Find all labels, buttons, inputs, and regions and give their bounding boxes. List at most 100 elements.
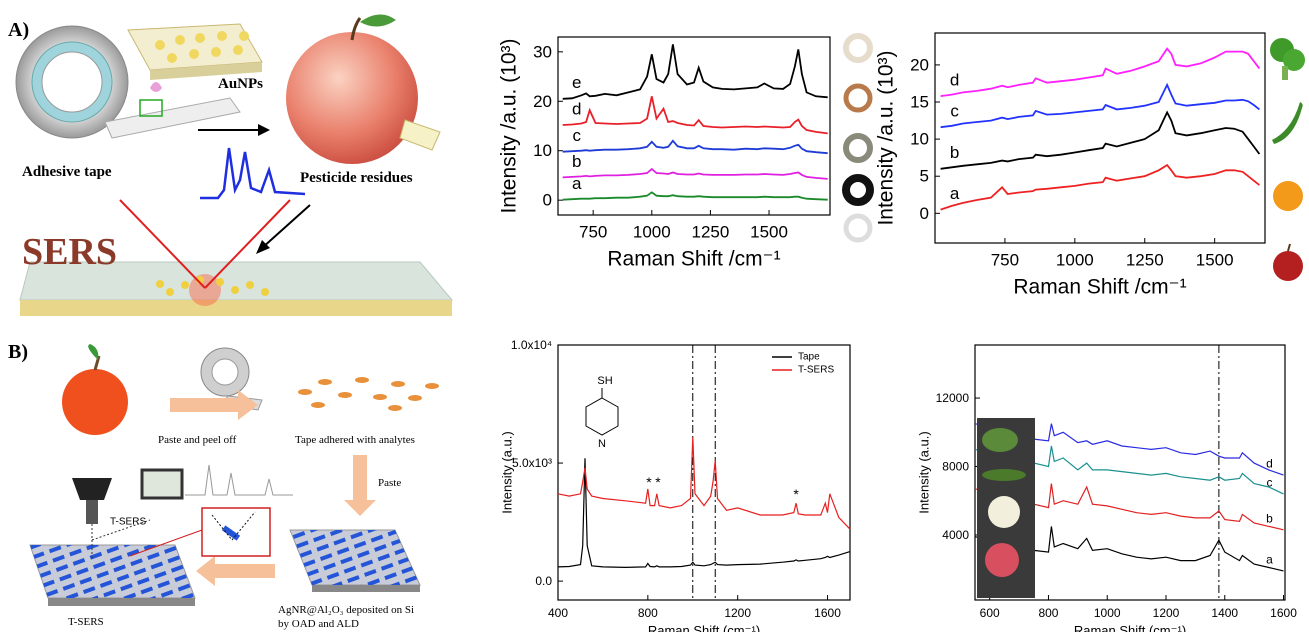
series-line <box>558 458 850 567</box>
sample-icons-part <box>846 86 870 110</box>
sample-icons-part <box>846 36 870 60</box>
x-tick-label: 1000 <box>1056 250 1094 269</box>
series-label: a <box>572 174 582 193</box>
series-line <box>941 165 1260 210</box>
zoom-inset <box>130 465 293 556</box>
y-tick-label: 1.0x10⁴ <box>511 338 552 352</box>
y-tick-label: 4000 <box>942 528 969 542</box>
diagram-label: by OAD and ALD <box>278 618 359 630</box>
photo-part <box>982 469 1026 481</box>
diagram-label: Pesticide residues <box>300 170 413 186</box>
series-label: b <box>572 152 581 171</box>
series-label: e <box>572 73 581 92</box>
aunps-layer-part <box>233 45 243 55</box>
y-tick-label: 15 <box>910 93 929 112</box>
y-axis-label: Intensity /a.u. (10³) <box>875 50 898 225</box>
sers-substrate-part <box>181 281 189 289</box>
analyte-particles-part <box>388 405 402 411</box>
sample-icons <box>846 36 870 240</box>
sers-substrate-part <box>166 288 174 296</box>
food-icons-part <box>1273 251 1303 281</box>
aunps-layer-part <box>175 35 185 45</box>
series-label: c <box>572 126 581 145</box>
zoom-inset-part <box>185 465 293 495</box>
x-tick-label: 600 <box>980 606 1000 620</box>
food-icons-part <box>1288 244 1290 251</box>
analyte-particles-part <box>373 394 387 400</box>
apple-part <box>62 369 128 435</box>
x-axis-label: Raman Shift /cm⁻¹ <box>1013 275 1186 298</box>
apple-part <box>360 14 396 26</box>
annotation: * <box>655 474 661 490</box>
y-tick-label: 10 <box>533 141 552 160</box>
panel-label: A) <box>8 19 29 41</box>
series-label: d <box>950 70 959 89</box>
zoom-inset-part <box>212 515 232 540</box>
y-tick-label: 0.0 <box>535 574 552 588</box>
aunps-layer-part <box>211 47 221 57</box>
x-tick-label: 1000 <box>633 222 671 241</box>
series-label: d <box>572 99 581 118</box>
tsers-substrate-part <box>48 598 195 606</box>
tsers-substrate <box>30 545 195 606</box>
sers-substrate-part <box>231 286 239 294</box>
agnr-substrate-part <box>290 530 420 585</box>
y-axis-label: Intensity (a.u.) <box>500 431 515 513</box>
y-tick-label: 0 <box>920 204 929 223</box>
x-tick-label: 1400 <box>1211 606 1238 620</box>
series-line <box>941 49 1260 97</box>
apple-part <box>88 344 98 360</box>
arrow <box>198 124 270 136</box>
apple-part <box>286 32 418 164</box>
x-tick-label: 1250 <box>691 222 729 241</box>
y-axis-label: Intensity /a.u. (10³) <box>498 38 521 213</box>
y-tick-label: 20 <box>533 92 552 111</box>
y-tick-label: 8000 <box>942 460 969 474</box>
x-axis-label: Raman Shift (cm⁻¹) <box>648 623 760 632</box>
zoom-inset-part <box>232 512 255 540</box>
analyte-particles-part <box>408 395 422 401</box>
y-tick-label: 5 <box>920 167 929 186</box>
molecule-label: N <box>598 438 606 450</box>
photo-part <box>982 428 1018 452</box>
diagram-label: Adhesive tape <box>22 164 112 180</box>
tsers-substrate-part <box>30 545 195 598</box>
annotation: * <box>646 474 652 490</box>
tape-roll-part <box>105 98 240 138</box>
y-axis-label: Intensity (a.u.) <box>917 431 932 513</box>
aunps-layer <box>128 24 262 80</box>
sers-substrate-part <box>20 300 452 316</box>
analyte-particles-part <box>355 377 369 383</box>
x-tick-label: 1500 <box>1196 250 1234 269</box>
aunps-layer-part <box>167 53 177 63</box>
analyte-particles-part <box>391 381 405 387</box>
analyte-particles-part <box>298 389 312 395</box>
sers-substrate-part <box>246 281 254 289</box>
analyte-particles <box>298 377 439 411</box>
diagram-label: AuNPs <box>218 76 263 92</box>
photo-inset <box>977 418 1035 598</box>
y-tick-label: 30 <box>533 42 552 61</box>
y-tick-label: 12000 <box>936 391 970 405</box>
photo-part <box>988 496 1020 528</box>
tape-roll-part <box>150 82 162 92</box>
molecule-part <box>586 398 618 435</box>
sers-substrate-part <box>156 280 164 288</box>
series-line <box>563 96 828 133</box>
spectrum-icon <box>200 148 305 198</box>
diagram-label: SERS <box>22 231 117 273</box>
x-tick-label: 1200 <box>724 606 751 620</box>
apple-part <box>400 120 440 150</box>
arrow <box>256 205 310 254</box>
figure: A) AuNPs Adhesive tape Pesticide residue… <box>0 0 1309 632</box>
sers-substrate-part <box>189 274 221 306</box>
sers-substrate-part <box>216 278 224 286</box>
arrow-part <box>258 124 270 136</box>
agnr-substrate-part <box>312 585 420 592</box>
x-tick-label: 1600 <box>814 606 841 620</box>
analyte-particles-part <box>311 402 325 408</box>
series-line <box>563 192 828 199</box>
food-icons <box>1270 38 1305 281</box>
annotation: * <box>793 486 799 502</box>
process-arrow <box>170 390 258 420</box>
